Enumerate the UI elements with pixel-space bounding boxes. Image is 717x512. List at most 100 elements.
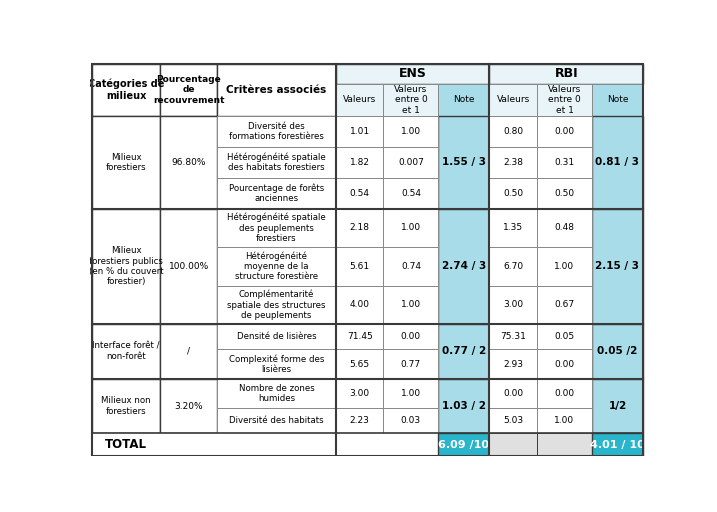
Text: 0.54: 0.54 bbox=[401, 188, 421, 198]
Text: 0.007: 0.007 bbox=[398, 158, 424, 167]
Bar bbox=[161, 116, 217, 208]
Text: 1.55 / 3: 1.55 / 3 bbox=[442, 157, 486, 167]
Bar bbox=[592, 116, 643, 208]
Text: Milieux non
forestiers: Milieux non forestiers bbox=[101, 396, 151, 416]
Bar bbox=[336, 408, 384, 433]
Bar bbox=[438, 379, 490, 433]
Text: Densité de lisières: Densité de lisières bbox=[237, 332, 316, 341]
Bar bbox=[336, 247, 384, 286]
Bar bbox=[217, 178, 336, 208]
Text: 0.74: 0.74 bbox=[401, 262, 421, 271]
Bar bbox=[537, 116, 592, 147]
Text: 1.00: 1.00 bbox=[401, 300, 421, 309]
Bar bbox=[438, 433, 490, 457]
Bar bbox=[92, 433, 643, 457]
Text: 1.00: 1.00 bbox=[401, 127, 421, 136]
Bar bbox=[537, 208, 592, 247]
Bar bbox=[537, 147, 592, 178]
Bar bbox=[438, 116, 490, 208]
Text: 1/2: 1/2 bbox=[608, 401, 627, 411]
Text: Valeurs
entre 0
et 1: Valeurs entre 0 et 1 bbox=[394, 85, 427, 115]
Bar bbox=[336, 208, 384, 247]
Bar bbox=[217, 208, 336, 247]
Text: Nombre de zones
humides: Nombre de zones humides bbox=[239, 383, 314, 403]
Bar bbox=[217, 147, 336, 178]
Bar bbox=[336, 84, 384, 116]
Text: 0.50: 0.50 bbox=[503, 188, 523, 198]
Bar bbox=[592, 208, 643, 324]
Text: 0.31: 0.31 bbox=[554, 158, 574, 167]
Text: 0.00: 0.00 bbox=[503, 389, 523, 398]
Bar bbox=[490, 379, 537, 408]
Text: 0.81 / 3: 0.81 / 3 bbox=[596, 157, 640, 167]
Text: 5.61: 5.61 bbox=[350, 262, 370, 271]
Text: 0.00: 0.00 bbox=[554, 127, 574, 136]
Text: Valeurs: Valeurs bbox=[343, 95, 376, 104]
Bar bbox=[592, 84, 643, 116]
Bar bbox=[490, 408, 537, 433]
Bar bbox=[384, 349, 438, 379]
Bar bbox=[592, 433, 643, 457]
Text: Milieux
forestiers publics
(en % du couvert
forestier): Milieux forestiers publics (en % du couv… bbox=[89, 246, 163, 286]
Text: Interface forêt /
non-forêt: Interface forêt / non-forêt bbox=[92, 342, 160, 361]
Bar bbox=[384, 208, 438, 247]
Bar bbox=[217, 379, 336, 408]
Text: Hétérogénéité spatiale
des habitats forestiers: Hétérogénéité spatiale des habitats fore… bbox=[227, 153, 326, 172]
Bar bbox=[537, 433, 592, 457]
Bar bbox=[438, 208, 490, 324]
Text: 3.00: 3.00 bbox=[503, 300, 523, 309]
Text: 3.20%: 3.20% bbox=[174, 401, 203, 411]
Bar bbox=[384, 147, 438, 178]
Bar bbox=[336, 147, 384, 178]
Text: Critères associés: Critères associés bbox=[227, 85, 327, 95]
Text: Hétérogénéité spatiale
des peuplements
forestiers: Hétérogénéité spatiale des peuplements f… bbox=[227, 212, 326, 243]
Text: 2.38: 2.38 bbox=[503, 158, 523, 167]
Text: 1.00: 1.00 bbox=[554, 416, 574, 425]
Bar bbox=[490, 349, 537, 379]
Text: Note: Note bbox=[607, 95, 628, 104]
Text: 1.03 / 2: 1.03 / 2 bbox=[442, 401, 486, 411]
Bar bbox=[384, 178, 438, 208]
Bar bbox=[161, 208, 217, 324]
Bar bbox=[92, 64, 161, 116]
Bar bbox=[92, 379, 161, 433]
Bar bbox=[384, 84, 438, 116]
Bar bbox=[336, 379, 384, 408]
Bar bbox=[490, 286, 537, 324]
Bar bbox=[592, 324, 643, 379]
Bar bbox=[490, 84, 537, 116]
Bar bbox=[384, 286, 438, 324]
Bar bbox=[490, 116, 537, 147]
Text: 75.31: 75.31 bbox=[500, 332, 526, 341]
Text: 1.00: 1.00 bbox=[401, 223, 421, 232]
Text: Catégories de
milieux: Catégories de milieux bbox=[88, 79, 164, 101]
Text: 2.15 / 3: 2.15 / 3 bbox=[596, 261, 640, 271]
Text: 1.35: 1.35 bbox=[503, 223, 523, 232]
Bar bbox=[384, 379, 438, 408]
Bar bbox=[490, 147, 537, 178]
Text: Hétérogénéité
moyenne de la
structure forestière: Hétérogénéité moyenne de la structure fo… bbox=[235, 251, 318, 282]
Bar bbox=[384, 116, 438, 147]
Bar bbox=[537, 324, 592, 349]
Bar bbox=[92, 208, 161, 324]
Bar bbox=[92, 324, 161, 379]
Text: 0.03: 0.03 bbox=[401, 416, 421, 425]
Text: 2.74 / 3: 2.74 / 3 bbox=[442, 261, 486, 271]
Bar bbox=[537, 84, 592, 116]
Text: 100.00%: 100.00% bbox=[168, 262, 209, 271]
Bar bbox=[490, 208, 537, 247]
Bar bbox=[161, 324, 217, 379]
Text: Pourcentage
de
recouvrement: Pourcentage de recouvrement bbox=[153, 75, 224, 105]
Text: 1.01: 1.01 bbox=[350, 127, 370, 136]
Text: 0.54: 0.54 bbox=[350, 188, 370, 198]
Bar bbox=[438, 84, 490, 116]
Text: 0.05 /2: 0.05 /2 bbox=[597, 346, 637, 356]
Text: /: / bbox=[187, 347, 190, 356]
Bar bbox=[384, 324, 438, 349]
Bar bbox=[592, 379, 643, 433]
Bar bbox=[384, 247, 438, 286]
Text: 0.48: 0.48 bbox=[554, 223, 574, 232]
Bar bbox=[336, 324, 384, 349]
Text: 5.03: 5.03 bbox=[503, 416, 523, 425]
Text: Complémentarité
spatiale des structures
de peuplements: Complémentarité spatiale des structures … bbox=[227, 290, 326, 320]
